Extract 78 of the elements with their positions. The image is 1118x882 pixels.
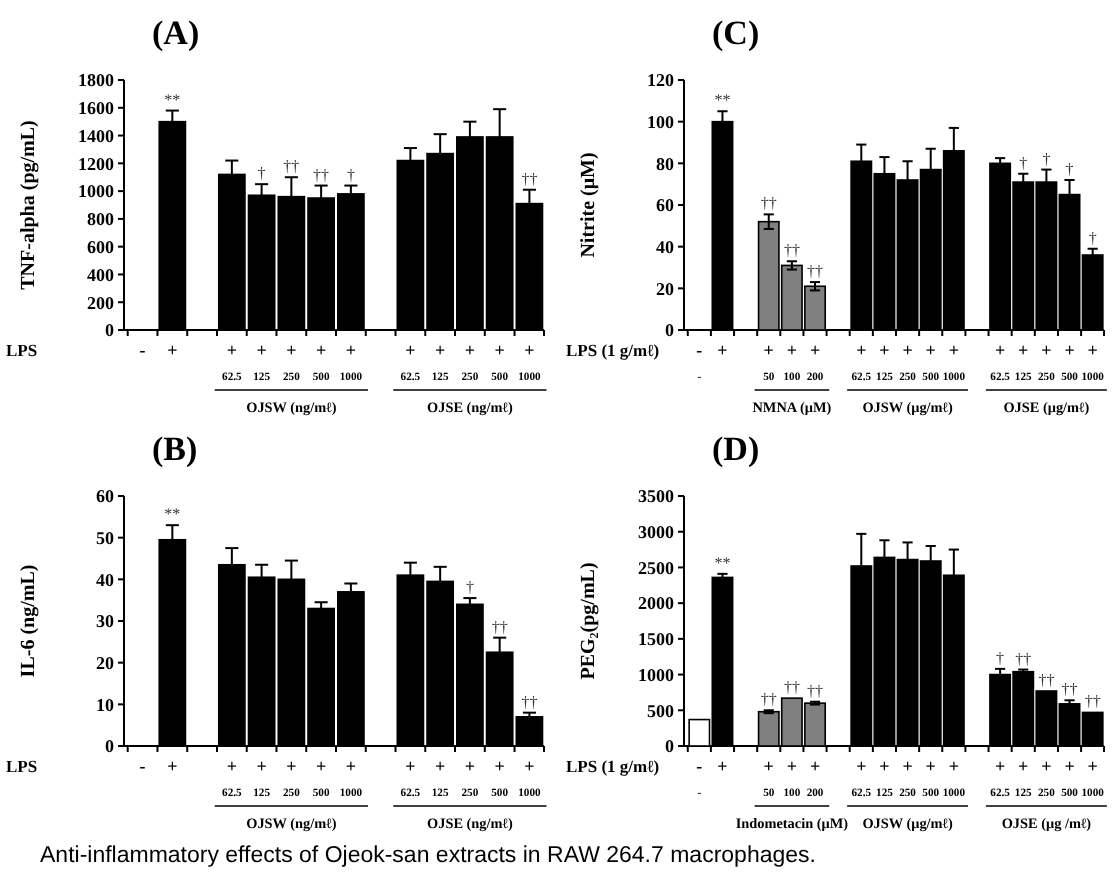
data-label: †† <box>521 169 538 188</box>
y-tick-label: 30 <box>96 611 115 632</box>
y-tick-label: 60 <box>656 195 675 216</box>
x-tick-label: + <box>717 756 728 776</box>
y-axis-title: PEG₂(pg/mL) <box>578 562 600 680</box>
data-label: †† <box>1015 649 1032 668</box>
data-label: † <box>465 578 474 597</box>
x-tick-label: + <box>717 340 728 360</box>
y-tick-label: 100 <box>647 111 675 132</box>
data-label: † <box>1065 160 1074 178</box>
y-tick-label: 1500 <box>638 629 675 650</box>
data-label: †† <box>1038 671 1055 689</box>
data-label: † <box>1019 153 1028 172</box>
y-tick-label: 400 <box>87 264 115 285</box>
y-tick-label: 1800 <box>78 70 115 91</box>
data-label: †† <box>807 681 824 700</box>
data-label: ** <box>164 505 181 524</box>
data-label: †† <box>783 241 800 260</box>
data-label: † <box>346 165 355 184</box>
chart-title: (D) <box>712 430 760 468</box>
y-tick-label: 0 <box>105 736 115 757</box>
y-tick-label: 200 <box>87 292 115 313</box>
data-label: †† <box>491 617 508 636</box>
x-axis-title: LPS (1 g/mℓ) <box>566 340 660 360</box>
data-label: ** <box>714 553 731 572</box>
y-axis-title: IL-6 (ng/mL) <box>18 564 40 678</box>
y-tick-label: 20 <box>656 278 675 299</box>
y-tick-label: 0 <box>105 320 115 341</box>
y-tick-label: 600 <box>87 236 115 257</box>
y-tick-label: 60 <box>96 486 115 507</box>
y-tick-label: 0 <box>665 736 675 757</box>
data-label: †† <box>807 262 824 281</box>
data-label: †† <box>760 690 777 709</box>
x-axis-title: LPS <box>6 340 38 360</box>
data-label: † <box>996 648 1005 667</box>
data-label: ** <box>714 91 731 110</box>
y-tick-label: 1400 <box>78 125 115 146</box>
y-tick-label: 20 <box>96 652 115 673</box>
data-label: † <box>1088 228 1097 247</box>
y-tick-label: 80 <box>656 153 675 174</box>
data-label: †† <box>313 165 330 184</box>
y-tick-label: 1600 <box>78 98 115 119</box>
y-tick-label: 1000 <box>78 181 115 202</box>
y-tick-label: 120 <box>647 70 675 91</box>
x-tick-label: - <box>139 340 146 360</box>
chart-title: (A) <box>152 14 200 52</box>
y-axis-title: Nitrite (μM) <box>578 152 600 258</box>
y-tick-label: 10 <box>96 694 115 715</box>
data-label: † <box>1042 149 1051 168</box>
x-tick-label: + <box>167 756 178 776</box>
y-tick-label: 3500 <box>638 486 675 507</box>
x-tick-label: + <box>167 340 178 360</box>
y-tick-label: 40 <box>96 569 115 590</box>
y-tick-label: 800 <box>87 209 115 230</box>
data-label: †† <box>760 194 777 213</box>
text: Anti-inflammatory effects of Ojeok-san extracts in RAW 264.7 macrophages. <box>40 844 816 868</box>
chart-title: (C) <box>712 14 760 52</box>
data-label: †† <box>521 692 538 711</box>
data-label: †† <box>783 678 800 697</box>
data-label: †† <box>1061 680 1078 699</box>
x-axis-title: LPS <box>6 756 38 776</box>
chart-title: (B) <box>152 430 198 468</box>
y-tick-label: 2500 <box>638 557 675 578</box>
y-tick-label: 1200 <box>78 153 115 174</box>
y-tick-label: 500 <box>647 700 675 721</box>
y-tick-label: 40 <box>656 236 675 257</box>
data-label: †† <box>283 157 300 176</box>
y-axis-title: TNF-alpha (pg/mL) <box>18 120 40 290</box>
y-tick-label: 3000 <box>638 522 675 543</box>
data-label: †† <box>1084 692 1101 711</box>
data-label: ** <box>164 90 181 109</box>
data-label: † <box>257 164 266 183</box>
x-tick-label: - <box>139 756 146 776</box>
y-tick-label: 1000 <box>638 664 675 685</box>
y-tick-label: 50 <box>96 527 115 548</box>
y-tick-label: 2000 <box>638 593 675 614</box>
x-axis-title: LPS (1 g/mℓ) <box>566 756 660 776</box>
y-tick-label: 0 <box>665 320 675 341</box>
